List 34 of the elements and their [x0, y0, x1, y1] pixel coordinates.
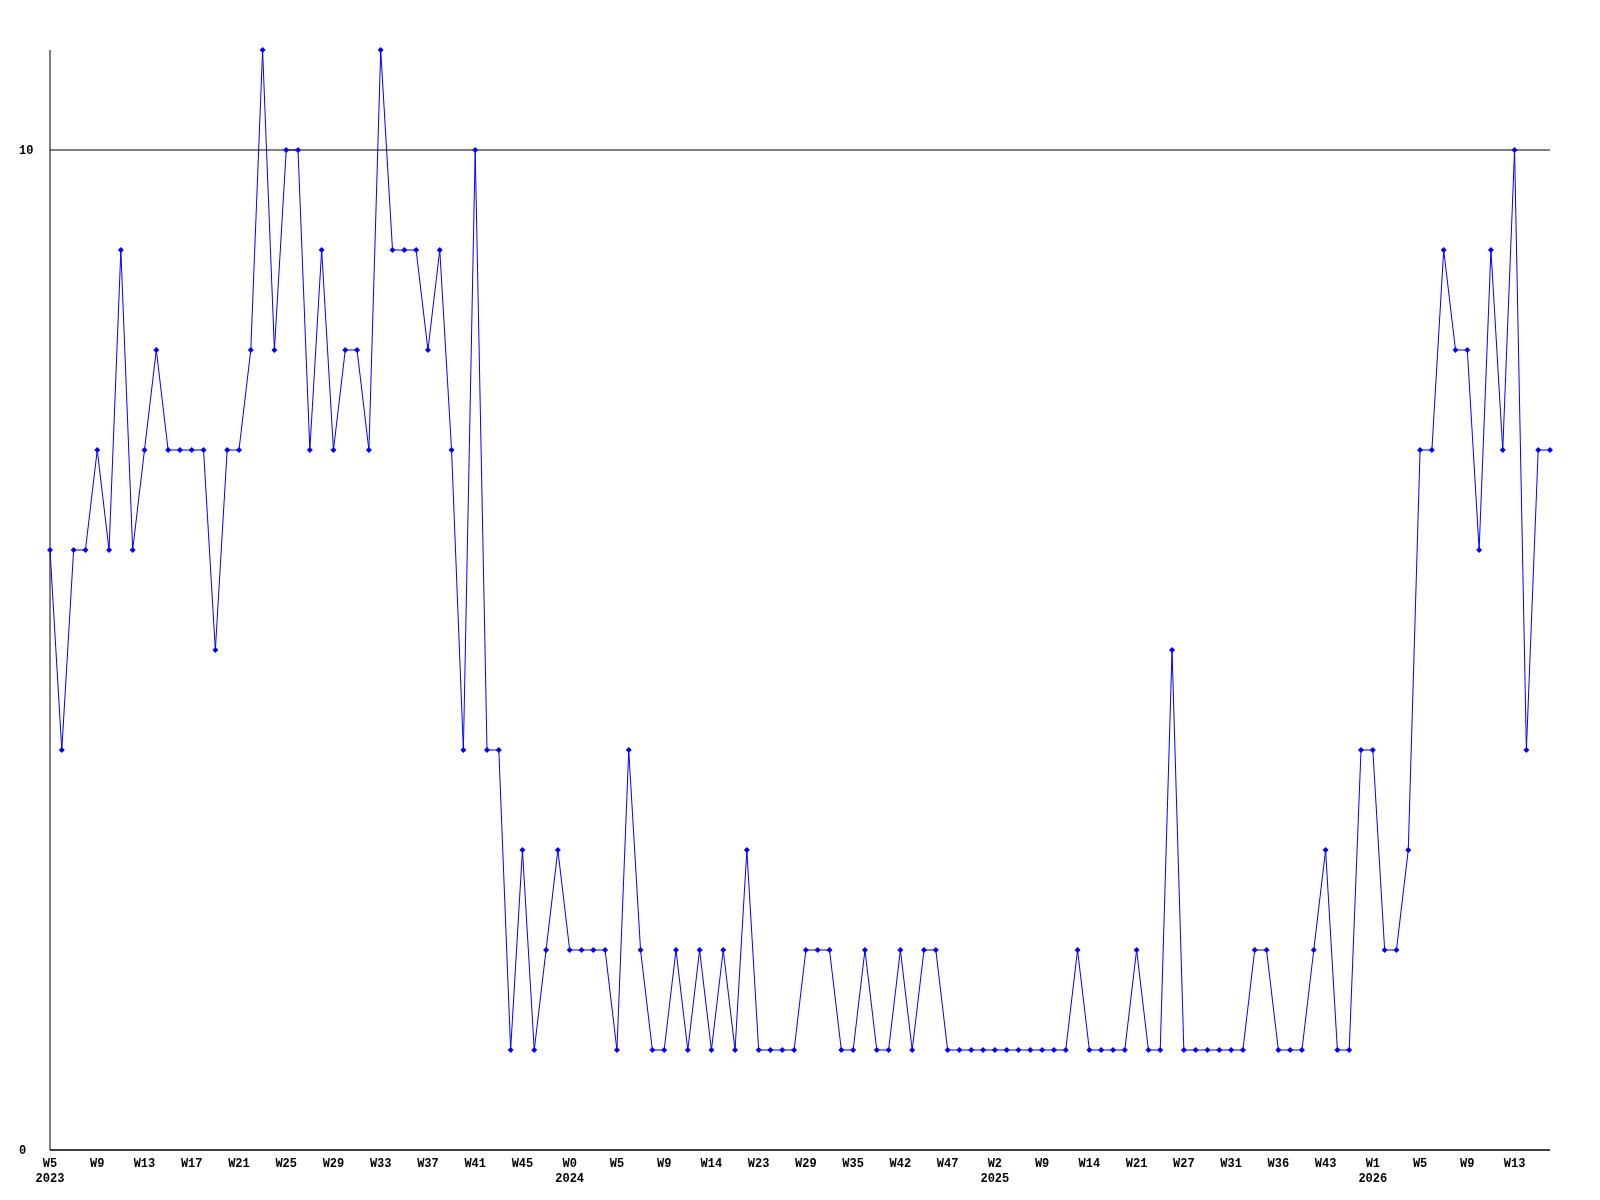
x-tick-label: W9: [90, 1157, 105, 1171]
y-tick-label: 0: [19, 1144, 27, 1159]
x-tick-label: W43: [1314, 1157, 1337, 1171]
x-tick-label: W36: [1267, 1157, 1290, 1171]
x-tick-label: W29: [322, 1157, 345, 1171]
y-tick-label: 10: [19, 144, 34, 159]
x-tick-label: W41: [464, 1157, 486, 1171]
x-tick-label: W0 2024: [555, 1157, 585, 1186]
x-tick-label: W25: [275, 1157, 298, 1171]
x-tick-label: W9: [656, 1157, 672, 1171]
x-tick-label: W21: [1125, 1157, 1148, 1171]
x-tick-label: W33: [369, 1157, 392, 1171]
x-tick-label: W9: [1034, 1157, 1050, 1171]
x-tick-label: W17: [180, 1157, 203, 1171]
x-tick-label: W14: [700, 1157, 723, 1171]
x-tick-label: W2 2025: [980, 1157, 1010, 1186]
x-tick-label: W13: [1503, 1157, 1526, 1171]
x-tick-label: W1 2026: [1358, 1157, 1388, 1186]
x-tick-label: W45: [511, 1157, 534, 1171]
x-tick-label: W27: [1173, 1157, 1195, 1171]
x-tick-label: W13: [133, 1157, 156, 1171]
x-tick-label: W29: [795, 1157, 817, 1171]
x-tick-label: W31: [1220, 1157, 1242, 1171]
x-tick-label: W14: [1078, 1157, 1101, 1171]
x-tick-label: W5 2023: [35, 1157, 65, 1186]
x-tick-label: W47: [936, 1157, 959, 1171]
x-tick-label: W9: [1460, 1157, 1475, 1171]
x-tick-label: W5: [609, 1157, 625, 1171]
x-tick-label: W21: [228, 1157, 250, 1171]
x-tick-label: W23: [747, 1157, 770, 1171]
x-tick-label: W42: [889, 1157, 912, 1171]
x-tick-label: W37: [417, 1157, 439, 1171]
x-tick-label: W35: [842, 1157, 864, 1171]
x-tick-label: W5: [1412, 1157, 1428, 1171]
